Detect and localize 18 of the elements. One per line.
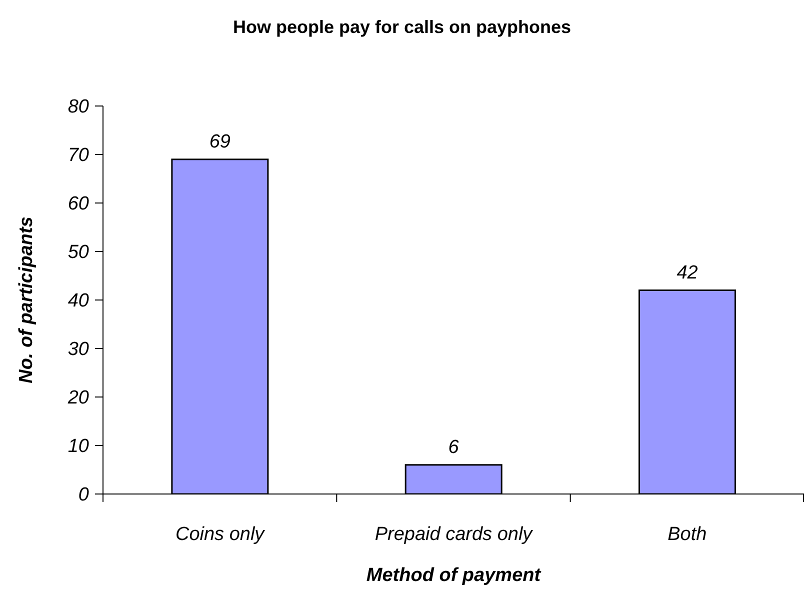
y-tick-label: 70	[68, 145, 90, 166]
y-axis-title: No. of participants	[16, 216, 37, 384]
y-tick-label: 50	[68, 242, 90, 264]
chart-title: How people pay for calls on payphones	[232, 16, 572, 38]
y-tick-label: 0	[78, 484, 90, 506]
data-label: 42	[676, 262, 698, 284]
data-label: 6	[448, 436, 460, 458]
x-axis-title: Method of payment	[366, 565, 542, 586]
x-tick-label: Prepaid cards only	[374, 524, 534, 545]
x-tick-label: Both	[668, 524, 707, 545]
x-tick-label: Coins only	[175, 524, 266, 545]
y-tick-label: 80	[68, 96, 90, 118]
y-tick-label: 10	[68, 436, 90, 458]
y-tick-label: 20	[66, 388, 90, 409]
y-tick-label: 60	[68, 194, 90, 215]
y-tick-label: 40	[68, 290, 90, 312]
y-tick-label: 30	[68, 339, 90, 360]
data-label: 69	[209, 131, 231, 152]
